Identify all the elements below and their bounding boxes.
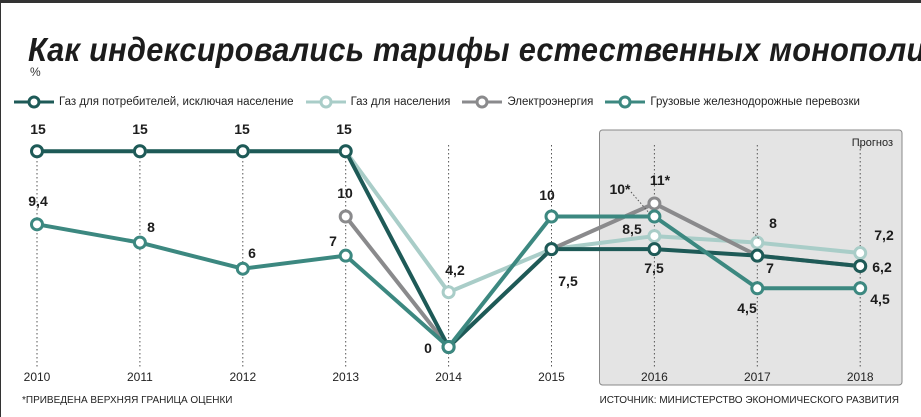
data-point-gas-industry bbox=[132, 144, 147, 159]
data-label: 8 bbox=[769, 215, 777, 231]
chart-title: Как индексировались тарифы естественных … bbox=[28, 31, 921, 68]
data-label: 15 bbox=[132, 121, 148, 137]
data-point-rail bbox=[544, 209, 559, 224]
data-label: 4,5 bbox=[870, 291, 890, 307]
data-label: 10* bbox=[609, 181, 631, 197]
data-point-gas-industry bbox=[235, 144, 250, 159]
x-tick-label: 2012 bbox=[229, 370, 256, 384]
data-label: 7,2 bbox=[874, 227, 894, 243]
legend-item-gas-industry: Газ для потребителей, исключая население bbox=[14, 95, 294, 109]
data-point-rail bbox=[132, 235, 147, 250]
data-label: 9,4 bbox=[28, 193, 48, 209]
data-point-gas-population bbox=[647, 229, 662, 244]
data-point-rail bbox=[750, 281, 765, 296]
data-label: 0 bbox=[424, 340, 432, 356]
data-point-gas-industry bbox=[30, 144, 44, 159]
data-label: 8 bbox=[147, 219, 155, 235]
x-tick-label: 2015 bbox=[538, 370, 565, 384]
data-point-rail bbox=[338, 248, 353, 263]
data-label: 10 bbox=[337, 185, 353, 201]
unit-label: % bbox=[30, 65, 41, 79]
data-point-electricity bbox=[338, 209, 353, 224]
data-point-gas-industry bbox=[544, 242, 559, 257]
legend-swatch bbox=[462, 95, 503, 109]
legend-swatch bbox=[14, 95, 54, 109]
x-tick-label: 2010 bbox=[24, 370, 51, 384]
data-label: 10 bbox=[539, 187, 555, 203]
data-point-gas-population bbox=[750, 235, 765, 250]
data-label: 11* bbox=[650, 172, 671, 188]
source-note: ИСТОЧНИК: МИНИСТЕРСТВО ЭКОНОМИЧЕСКОГО РА… bbox=[599, 395, 899, 406]
legend-item-gas-population: Газ для населения bbox=[305, 95, 451, 109]
x-tick-label: 2014 bbox=[435, 370, 462, 384]
data-label: 7 bbox=[766, 260, 774, 276]
x-tick-label: 2011 bbox=[127, 370, 153, 384]
data-label: 7 bbox=[329, 233, 337, 249]
data-point-gas-industry bbox=[338, 144, 353, 159]
data-point-gas-industry bbox=[750, 248, 765, 263]
data-label: 7,5 bbox=[558, 273, 578, 289]
footnote: *ПРИВЕДЕНА ВЕРХНЯЯ ГРАНИЦА ОЦЕНКИ bbox=[22, 395, 233, 406]
data-point-electricity bbox=[647, 196, 662, 211]
data-label: 15 bbox=[30, 121, 46, 137]
data-label: 7,5 bbox=[644, 260, 664, 276]
data-label: 4,5 bbox=[737, 300, 757, 316]
legend-swatch bbox=[305, 95, 346, 109]
data-label: 6 bbox=[248, 245, 256, 261]
callout-leader bbox=[630, 191, 651, 215]
data-point-rail bbox=[235, 261, 250, 276]
x-tick-label: 2016 bbox=[641, 370, 668, 384]
data-label: 15 bbox=[336, 121, 352, 137]
x-tick-label: 2013 bbox=[332, 370, 359, 384]
legend-label: Газ для населения bbox=[350, 96, 451, 108]
data-point-rail bbox=[441, 340, 456, 354]
legend-label: Электроэнергия bbox=[507, 96, 594, 108]
data-point-gas-industry bbox=[647, 242, 662, 257]
data-point-gas-industry bbox=[853, 259, 868, 274]
data-point-rail bbox=[30, 217, 44, 232]
legend-label: Грузовые железнодорожные перевозки bbox=[650, 96, 860, 108]
legend: Газ для потребителей, исключая население… bbox=[14, 92, 872, 112]
x-tick-label: 2017 bbox=[744, 370, 771, 384]
data-point-rail bbox=[853, 281, 868, 296]
data-point-gas-population bbox=[441, 285, 456, 300]
data-label: 8,5 bbox=[622, 221, 642, 237]
data-point-gas-population bbox=[853, 246, 868, 261]
legend-item-electricity: Электроэнергия bbox=[462, 95, 593, 109]
forecast-label: Прогноз bbox=[852, 137, 893, 149]
data-label: 15 bbox=[234, 121, 250, 137]
legend-swatch bbox=[605, 95, 646, 109]
data-point-rail bbox=[647, 209, 662, 224]
data-label: 4,2 bbox=[445, 262, 465, 278]
legend-label: Газ для потребителей, исключая население bbox=[59, 96, 294, 108]
x-tick-label: 2018 bbox=[847, 370, 874, 384]
legend-item-rail: Грузовые железнодорожные перевозки bbox=[605, 95, 860, 109]
data-label: 6,2 bbox=[872, 259, 892, 275]
